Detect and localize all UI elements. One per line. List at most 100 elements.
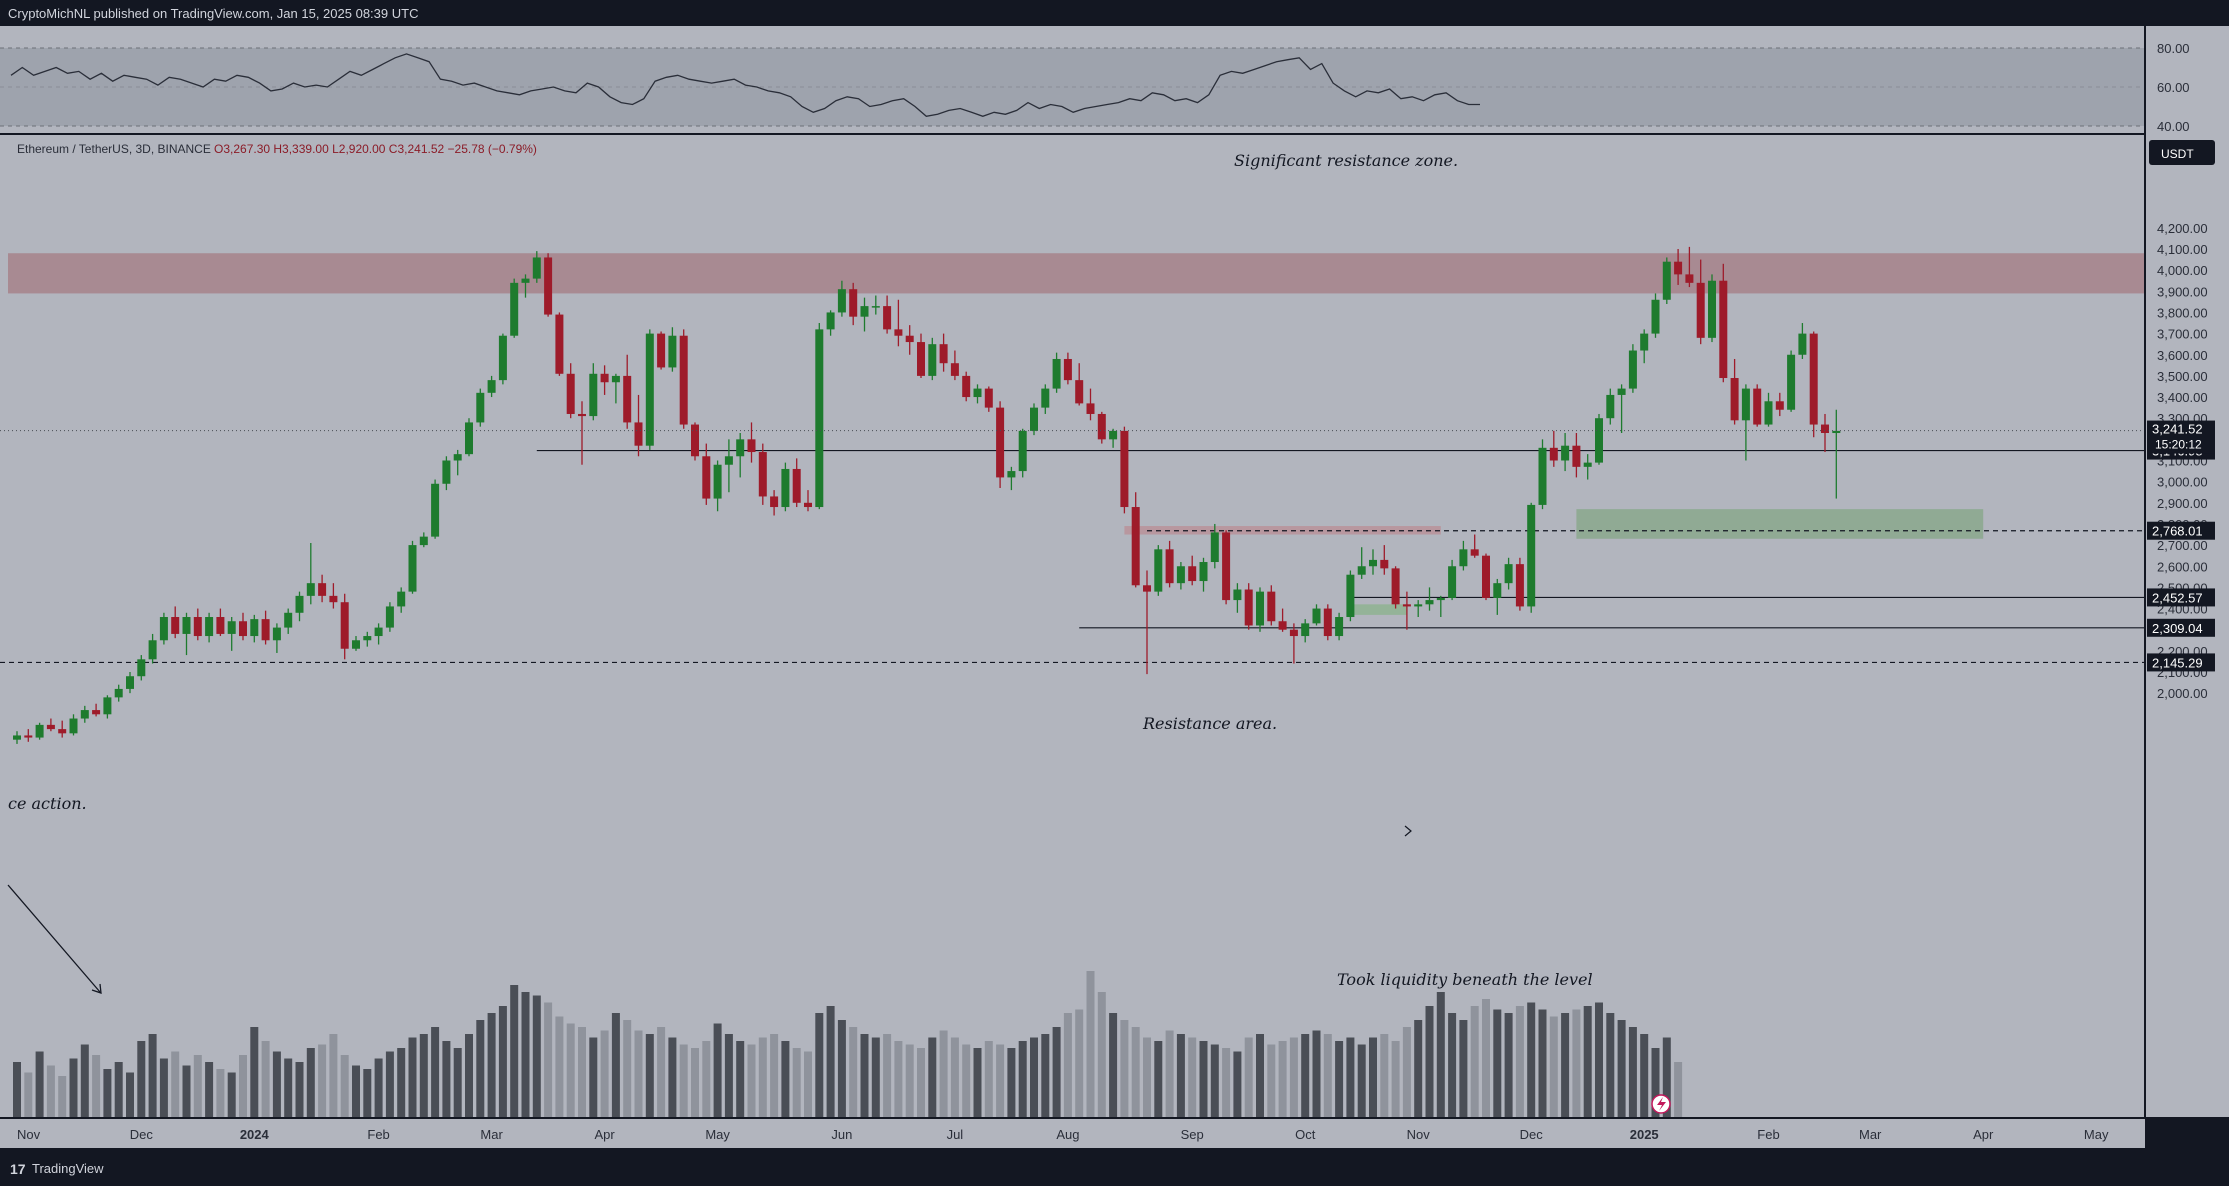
candle[interactable]: [623, 354, 632, 429]
candle[interactable]: [126, 672, 134, 694]
candle[interactable]: [1832, 409, 1841, 499]
candle[interactable]: [1651, 293, 1660, 338]
candle[interactable]: [894, 299, 903, 347]
candle[interactable]: [318, 574, 327, 603]
candle[interactable]: [250, 614, 259, 643]
support-target-zone[interactable]: [1576, 509, 1984, 539]
candle[interactable]: [917, 333, 925, 379]
candle[interactable]: [1696, 259, 1705, 345]
candle[interactable]: [306, 542, 315, 605]
candle[interactable]: [691, 422, 699, 461]
candle[interactable]: [747, 422, 756, 463]
candle[interactable]: [928, 337, 937, 381]
candle[interactable]: [24, 729, 33, 742]
candle[interactable]: [1821, 413, 1829, 453]
candle[interactable]: [1063, 352, 1072, 385]
candle[interactable]: [1787, 350, 1796, 412]
significant-resistance-zone[interactable]: [8, 253, 2145, 294]
candle[interactable]: [205, 612, 214, 643]
candle[interactable]: [442, 456, 451, 491]
candle[interactable]: [1222, 530, 1231, 605]
candle[interactable]: [159, 612, 168, 645]
candle[interactable]: [849, 282, 858, 326]
candle[interactable]: [544, 253, 553, 317]
candle[interactable]: [431, 479, 440, 539]
candle[interactable]: [46, 718, 55, 732]
candle[interactable]: [1775, 392, 1784, 417]
candle[interactable]: [645, 329, 654, 450]
candle[interactable]: [724, 439, 733, 493]
candle[interactable]: [792, 458, 801, 508]
candle[interactable]: [1380, 545, 1389, 575]
candle[interactable]: [679, 329, 688, 429]
candle[interactable]: [758, 443, 767, 505]
candle[interactable]: [1606, 388, 1615, 425]
currency-button[interactable]: [2149, 140, 2215, 165]
candle[interactable]: [498, 333, 507, 385]
candle[interactable]: [1493, 578, 1502, 615]
candle[interactable]: [1018, 428, 1027, 478]
resistance-area-label[interactable]: Resistance area.: [1142, 714, 1277, 733]
candle[interactable]: [1708, 274, 1716, 343]
rsi-line[interactable]: [10, 53, 1480, 117]
candle[interactable]: [973, 384, 982, 404]
candle[interactable]: [962, 371, 971, 402]
candle[interactable]: [1312, 604, 1321, 626]
candle[interactable]: [419, 532, 428, 548]
candle[interactable]: [984, 386, 993, 412]
candle[interactable]: [171, 606, 180, 639]
candle[interactable]: [532, 251, 541, 283]
candle[interactable]: [216, 608, 225, 637]
candle[interactable]: [1244, 583, 1253, 630]
candle[interactable]: [487, 375, 496, 398]
candle[interactable]: [566, 363, 575, 419]
candle[interactable]: [80, 705, 89, 723]
candle[interactable]: [871, 295, 880, 315]
candle[interactable]: [1154, 545, 1163, 596]
candle[interactable]: [578, 401, 586, 465]
candle[interactable]: [1131, 492, 1140, 588]
candle[interactable]: [295, 591, 304, 622]
candle[interactable]: [1369, 549, 1377, 575]
candle[interactable]: [1357, 547, 1366, 579]
candle[interactable]: [1402, 591, 1411, 630]
candle[interactable]: [1583, 454, 1592, 480]
candle[interactable]: [555, 312, 564, 376]
candle[interactable]: [13, 731, 21, 744]
candle[interactable]: [804, 490, 812, 512]
candle[interactable]: [1764, 392, 1773, 427]
candle[interactable]: [1753, 384, 1762, 427]
candle[interactable]: [781, 462, 790, 512]
candle[interactable]: [1188, 555, 1197, 586]
candle[interactable]: [1278, 608, 1287, 632]
candle[interactable]: [1595, 413, 1603, 465]
candle[interactable]: [837, 280, 846, 317]
candle[interactable]: [1482, 553, 1490, 601]
candle[interactable]: [476, 388, 485, 427]
candle[interactable]: [148, 633, 157, 664]
candle[interactable]: [1030, 403, 1038, 436]
candle[interactable]: [589, 363, 598, 421]
candle[interactable]: [736, 433, 745, 478]
candle[interactable]: [1210, 523, 1219, 569]
candle[interactable]: [1504, 557, 1513, 590]
candle[interactable]: [1256, 587, 1264, 632]
candle[interactable]: [1414, 600, 1423, 618]
candle[interactable]: [103, 695, 112, 719]
candle[interactable]: [1719, 263, 1728, 383]
candle[interactable]: [815, 323, 824, 510]
candle[interactable]: [1674, 249, 1683, 285]
candle[interactable]: [600, 365, 609, 395]
candle[interactable]: [702, 443, 711, 505]
candle[interactable]: [1086, 388, 1095, 421]
candle[interactable]: [1323, 604, 1332, 641]
candle[interactable]: [1470, 534, 1479, 558]
candle[interactable]: [1809, 331, 1818, 438]
candle[interactable]: [1267, 585, 1276, 626]
candle[interactable]: [521, 274, 530, 298]
candle[interactable]: [1097, 411, 1106, 444]
candle[interactable]: [1233, 583, 1242, 613]
candle[interactable]: [137, 655, 146, 681]
candle[interactable]: [1730, 358, 1739, 425]
